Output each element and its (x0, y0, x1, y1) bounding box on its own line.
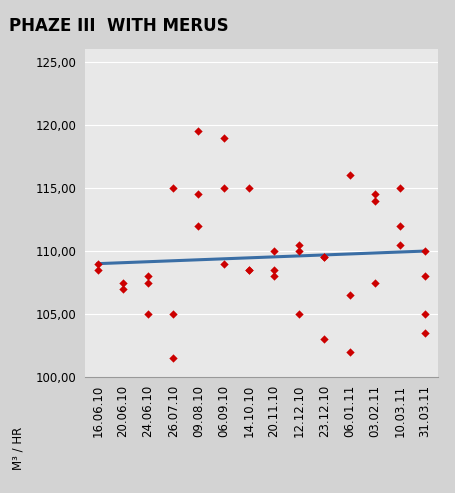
Point (144, 272, 152, 280)
Point (421, 329, 429, 337)
Point (296, 310, 303, 318)
Point (195, 222, 202, 230)
Point (94, 260, 101, 268)
Point (371, 190, 379, 198)
Point (346, 291, 353, 299)
Point (220, 184, 227, 192)
Point (144, 310, 152, 318)
Point (220, 134, 227, 141)
Point (396, 184, 404, 192)
Point (346, 348, 353, 356)
Point (270, 266, 278, 274)
Point (321, 253, 328, 261)
Point (321, 335, 328, 343)
Point (270, 247, 278, 255)
Point (170, 354, 177, 362)
Point (170, 184, 177, 192)
Point (396, 222, 404, 230)
Point (270, 272, 278, 280)
Point (421, 272, 429, 280)
Point (119, 279, 126, 286)
Point (245, 266, 253, 274)
Point (119, 285, 126, 293)
Point (170, 310, 177, 318)
Point (321, 253, 328, 261)
Point (296, 241, 303, 248)
Point (195, 127, 202, 135)
Point (195, 190, 202, 198)
Point (245, 184, 253, 192)
Point (371, 279, 379, 286)
Point (421, 247, 429, 255)
Text: M³ / HR: M³ / HR (12, 427, 25, 470)
Point (296, 247, 303, 255)
Point (371, 197, 379, 205)
Point (94, 266, 101, 274)
Point (245, 266, 253, 274)
Point (144, 279, 152, 286)
Point (220, 260, 227, 268)
Point (346, 172, 353, 179)
Text: PHAZE III  WITH MERUS: PHAZE III WITH MERUS (9, 17, 229, 35)
Point (421, 310, 429, 318)
Point (396, 241, 404, 248)
